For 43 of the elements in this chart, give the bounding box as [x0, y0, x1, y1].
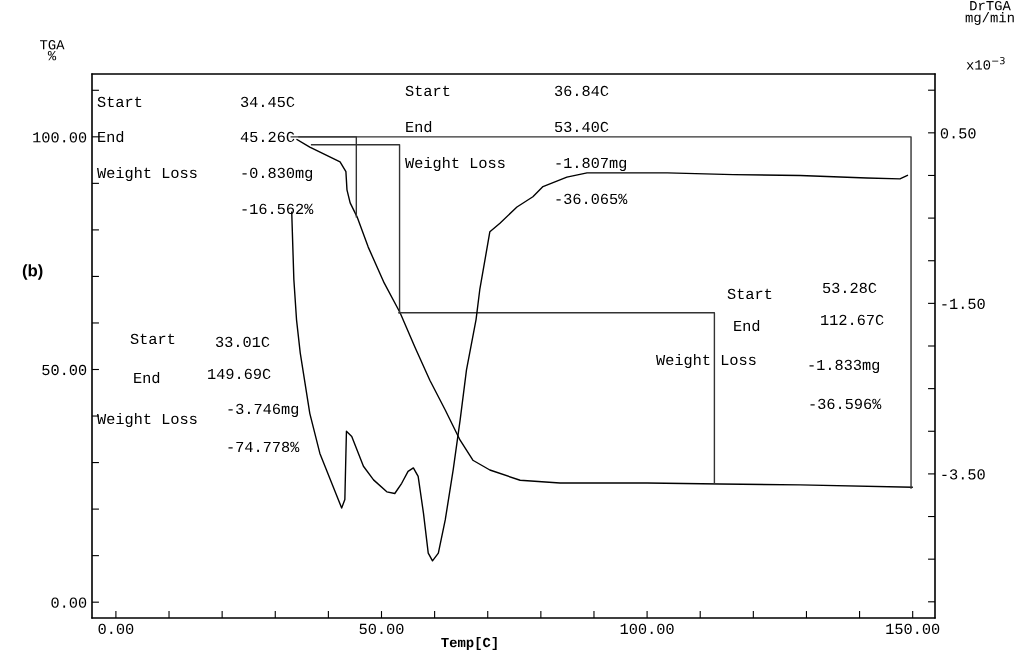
annotation: -74.778% — [228, 441, 300, 453]
x-axis-title: Temp[C] — [441, 637, 497, 650]
annotation: -0.830mg — [242, 167, 313, 182]
annotation: End — [406, 120, 432, 133]
annotation: Start — [405, 85, 450, 97]
annotation: 45.26C — [240, 131, 295, 143]
y-axis-title: TGA % — [40, 40, 65, 61]
annotation: End — [134, 371, 160, 384]
annotation: Start — [130, 333, 175, 345]
annotation: 36.84C — [554, 85, 609, 97]
x-tick-label: 100.00 — [620, 623, 674, 635]
annotation: -36.065% — [556, 193, 628, 205]
annotation: End — [734, 319, 760, 332]
annotation: Weight Loss — [97, 412, 197, 428]
annotation: 149.69C — [208, 368, 271, 380]
y2-tick-label: -1.50 — [942, 298, 985, 310]
annotation: -16.562% — [242, 203, 314, 215]
annotation: -36.596% — [810, 398, 882, 410]
annotation: Start — [97, 96, 142, 108]
y2-tick-label: 0.50 — [940, 128, 976, 139]
x-tick-label: 0.00 — [98, 623, 134, 635]
annotation: 34.45C — [240, 96, 295, 108]
annotation: 112.67C — [821, 314, 884, 326]
text: x10$^{−3}$ — [966, 56, 1005, 70]
annotation: -1.833mg — [809, 359, 880, 374]
y2-axis-title: DrTGA mg/min — [965, 0, 1014, 26]
text: (b) — [22, 264, 43, 280]
annotation: Weight Loss — [97, 166, 197, 182]
annotation: Start — [727, 288, 772, 300]
annotation: Weight Loss — [405, 156, 505, 172]
annotation: 33.01C — [215, 336, 270, 348]
annotation: End — [98, 130, 124, 143]
x-tick-label: 150.00 — [886, 623, 940, 635]
annotation: 53.28C — [822, 282, 877, 294]
annotation: -1.807mg — [556, 157, 627, 172]
annotation: -3.746mg — [228, 403, 299, 418]
annotation: 53.40C — [554, 121, 609, 133]
y-tick-label: 50.00 — [42, 364, 87, 376]
y2-tick-label: -3.50 — [942, 469, 985, 480]
y-tick-label: 100.00 — [33, 132, 87, 143]
x-tick-label: 50.00 — [359, 623, 404, 635]
y-tick-label: 0.00 — [51, 597, 87, 608]
annotation: Weight Loss — [656, 353, 756, 369]
